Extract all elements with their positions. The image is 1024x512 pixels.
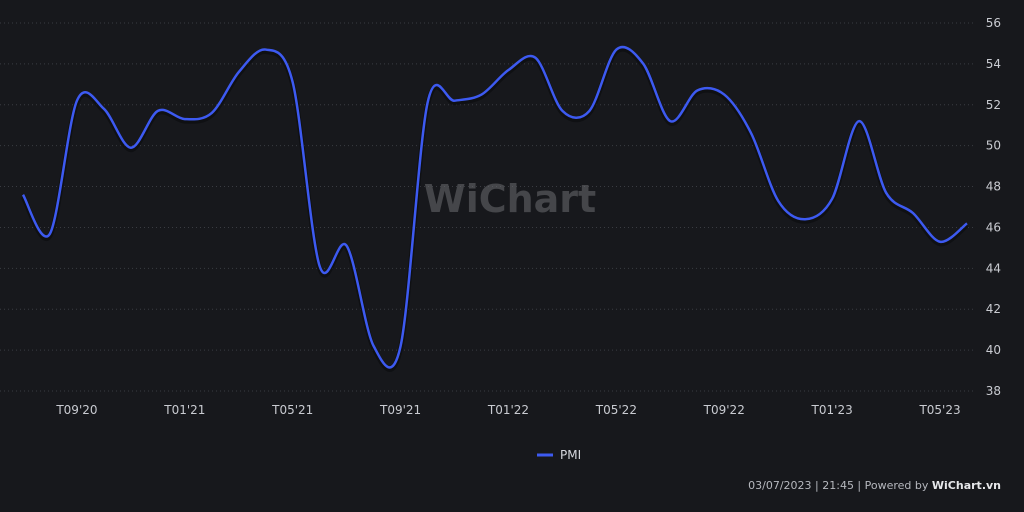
x-tick-label: T01'22	[487, 403, 529, 417]
y-tick-label: 38	[986, 384, 1001, 398]
legend[interactable]: PMI	[537, 448, 581, 462]
y-tick-label: 44	[986, 261, 1001, 275]
x-tick-label: T09'20	[55, 403, 97, 417]
data-point[interactable]	[637, 58, 649, 70]
y-tick-label: 56	[986, 16, 1001, 30]
data-point[interactable]	[449, 95, 461, 107]
data-point[interactable]	[422, 97, 434, 109]
x-tick-label: T01'23	[811, 403, 853, 417]
data-point[interactable]	[556, 105, 568, 117]
data-point[interactable]	[98, 103, 110, 115]
data-point[interactable]	[314, 260, 326, 272]
data-point[interactable]	[125, 142, 137, 154]
data-point[interactable]	[745, 127, 757, 139]
y-tick-label: 52	[986, 98, 1001, 112]
y-tick-label: 46	[986, 220, 1001, 234]
x-tick-label: T05'21	[271, 403, 313, 417]
data-point[interactable]	[395, 340, 407, 352]
data-point[interactable]	[476, 89, 488, 101]
footer-timestamp: 03/07/2023 | 21:45 | Powered by	[748, 479, 932, 492]
x-tick-label: T01'21	[163, 403, 205, 417]
y-tick-label: 42	[986, 302, 1001, 316]
series-line-pmi[interactable]	[21, 45, 968, 369]
data-point[interactable]	[44, 228, 56, 240]
y-tick-label: 50	[986, 139, 1001, 153]
y-tick-label: 40	[986, 343, 1001, 357]
data-point[interactable]	[287, 76, 299, 88]
footer-brand[interactable]: WiChart.vn	[931, 479, 1001, 492]
data-point[interactable]	[610, 44, 622, 56]
data-point[interactable]	[961, 217, 973, 229]
data-point[interactable]	[341, 240, 353, 252]
data-point[interactable]	[206, 107, 218, 119]
data-point[interactable]	[772, 195, 784, 207]
data-point[interactable]	[691, 84, 703, 96]
y-tick-label: 54	[986, 57, 1001, 71]
data-point[interactable]	[799, 213, 811, 225]
x-tick-label: T05'22	[595, 403, 637, 417]
watermark-logo: WiChart	[424, 177, 596, 221]
data-point[interactable]	[826, 193, 838, 205]
x-tick-label: T05'23	[918, 403, 960, 417]
data-point[interactable]	[260, 44, 272, 56]
data-point[interactable]	[718, 89, 730, 101]
data-point[interactable]	[664, 115, 676, 127]
data-point[interactable]	[502, 64, 514, 76]
x-tick-label: T09'21	[379, 403, 421, 417]
data-point[interactable]	[233, 66, 245, 78]
data-point[interactable]	[880, 187, 892, 199]
data-point[interactable]	[152, 105, 164, 117]
data-point[interactable]	[17, 189, 29, 201]
grid-lines	[0, 22, 975, 392]
data-point[interactable]	[853, 115, 865, 127]
data-point[interactable]	[934, 236, 946, 248]
series-line-shadow	[20, 46, 969, 372]
y-tick-label: 48	[986, 180, 1001, 194]
data-point[interactable]	[907, 207, 919, 219]
data-point[interactable]	[368, 340, 380, 352]
y-axis-ticks: 38 40 42 44 46 48 50 52 54 56	[986, 16, 1001, 398]
data-point[interactable]	[583, 105, 595, 117]
data-point[interactable]	[71, 95, 83, 107]
series-layer	[17, 44, 973, 372]
legend-label-pmi: PMI	[560, 448, 581, 462]
footer-credit: 03/07/2023 | 21:45 | Powered by WiChart.…	[748, 479, 1001, 492]
x-axis-ticks: T09'20 T01'21 T05'21 T09'21 T01'22 T05'22 T09'…	[55, 403, 960, 417]
data-point[interactable]	[529, 52, 541, 64]
data-point[interactable]	[179, 113, 191, 125]
x-tick-label: T09'22	[703, 403, 745, 417]
